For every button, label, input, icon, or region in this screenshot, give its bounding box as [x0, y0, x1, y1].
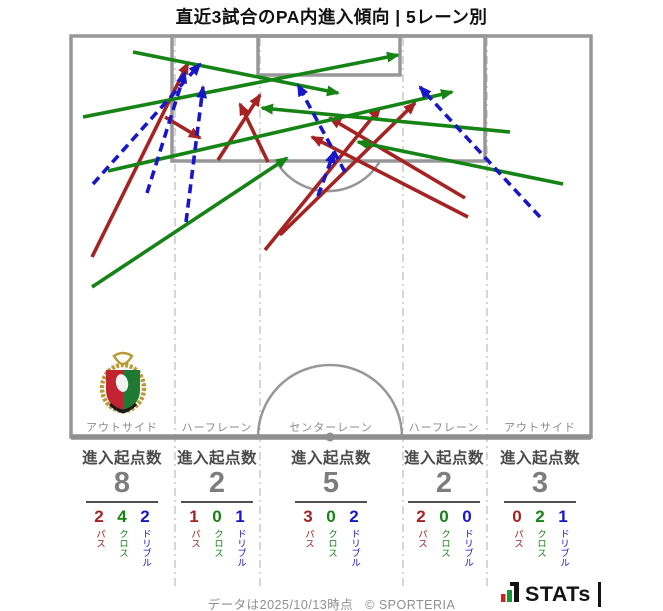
entry-origin-total: 5: [322, 467, 340, 499]
stats-brand-text: STATs: [525, 581, 591, 606]
pass-arrow: [216, 93, 262, 161]
lane-stats-column-2: 進入起点数 2 1 パス 0 クロス 1 ドリブル: [165, 446, 269, 567]
entry-origin-total: 3: [531, 467, 549, 499]
cross-count: 0: [439, 507, 449, 527]
cross-count: 0: [326, 507, 336, 527]
divider-rule: [504, 501, 576, 504]
pass-label: パス: [415, 529, 427, 548]
dribble-count: 2: [349, 507, 359, 527]
dribble-arrow: [296, 83, 347, 173]
dribble-label: ドリブル: [557, 529, 569, 567]
pitch-boundary: [69, 34, 593, 439]
page-title: 直近3試合のPA内進入傾向 | 5レーン別: [175, 7, 488, 27]
divider-rule: [295, 501, 367, 504]
divider-rule: [86, 501, 158, 504]
pass-count: 0: [512, 507, 522, 527]
divider-rule: [181, 501, 253, 504]
pass-count: 3: [303, 507, 313, 527]
dribble-count: 1: [235, 507, 245, 527]
stats-brand-bar: [597, 581, 601, 607]
penalty-arc: [274, 160, 382, 193]
team-crest-icon: [99, 351, 147, 414]
zone-label-half-left: ハーフレーン: [181, 422, 253, 434]
dribble-label: ドリブル: [234, 529, 246, 567]
cross-arrow: [82, 51, 400, 119]
pass-count: 2: [94, 507, 104, 527]
divider-rule: [408, 501, 480, 504]
dribble-count: 0: [462, 507, 472, 527]
stats-heading: 進入起点数: [403, 450, 484, 467]
pass-label: パス: [93, 529, 105, 548]
entry-origin-total: 8: [113, 467, 131, 499]
pass-arrow: [310, 135, 469, 219]
dribble-arrow: [91, 62, 202, 186]
cross-arrow: [260, 103, 511, 134]
dribble-count: 1: [558, 507, 568, 527]
cross-label: クロス: [534, 529, 546, 558]
entry-origin-total: 2: [435, 467, 453, 499]
stats-brand-logo: STATs: [497, 580, 605, 608]
goal-area: [256, 34, 402, 77]
stats-heading: 進入起点数: [176, 450, 257, 467]
dribble-arrow: [184, 85, 208, 223]
zone-label-half-right: ハーフレーン: [408, 422, 480, 434]
pass-label: パス: [511, 529, 523, 548]
data-date-note: データは2025/10/13時点: [207, 598, 354, 611]
center-spot: [325, 432, 335, 442]
pass-label: パス: [302, 529, 314, 548]
dribble-arrow: [316, 150, 336, 197]
zone-label-outside-left: アウトサイド: [86, 422, 158, 434]
pass-label: パス: [188, 529, 200, 548]
lane-stats-column-1: 進入起点数 8 2 パス 4 クロス 2 ドリブル: [70, 446, 174, 567]
stats-brand-icon: [501, 581, 519, 602]
pitch-lines: [69, 34, 593, 439]
lane-stats-column-5: 進入起点数 3 0 パス 2 クロス 1 ドリブル: [488, 446, 592, 567]
cross-count: 0: [212, 507, 222, 527]
pass-count: 2: [416, 507, 426, 527]
cross-arrow: [356, 138, 564, 186]
dribble-label: ドリブル: [139, 529, 151, 567]
dribble-label: ドリブル: [461, 529, 473, 567]
zone-label-outside-right: アウトサイド: [504, 422, 576, 434]
dribble-label: ドリブル: [348, 529, 360, 567]
entry-origin-total: 2: [208, 467, 226, 499]
stats-heading: 進入起点数: [290, 450, 371, 467]
footer-note: データは2025/10/13時点 © SPORTERIA: [0, 594, 663, 611]
copyright: © SPORTERIA: [365, 598, 456, 611]
pass-arrow: [238, 102, 270, 163]
dribble-arrow: [145, 70, 187, 194]
cross-count: 4: [117, 507, 127, 527]
pass-arrow: [278, 101, 417, 237]
zone-label-center: センターレーン: [289, 422, 373, 434]
entry-arrows-layer: [82, 50, 564, 289]
center-circle: [256, 363, 404, 438]
pass-count: 1: [189, 507, 199, 527]
pass-arrow: [328, 116, 466, 200]
lane-stats-column-3: 進入起点数 5 3 パス 0 クロス 2 ドリブル: [279, 446, 383, 567]
cross-label: クロス: [325, 529, 337, 558]
cross-count: 2: [535, 507, 545, 527]
cross-label: クロス: [116, 529, 128, 558]
cross-label: クロス: [438, 529, 450, 558]
stats-heading: 進入起点数: [499, 450, 580, 467]
lane-stats-column-4: 進入起点数 2 2 パス 0 クロス 0 ドリブル: [392, 446, 496, 567]
dribble-arrow: [418, 85, 542, 219]
stats-heading: 進入起点数: [81, 450, 162, 467]
cross-label: クロス: [211, 529, 223, 558]
dribble-count: 2: [140, 507, 150, 527]
cross-arrow: [91, 156, 289, 289]
cross-arrow: [107, 89, 454, 173]
